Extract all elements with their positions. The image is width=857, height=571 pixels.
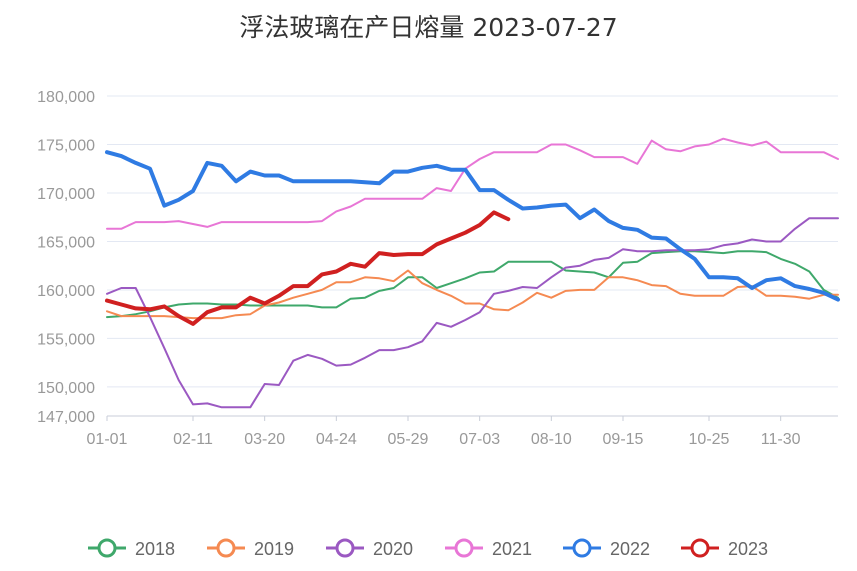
legend-circle-marker <box>216 538 236 558</box>
y-tick-label: 147,000 <box>37 409 95 426</box>
series-line-2018 <box>106 250 839 319</box>
series-line-2021 <box>106 137 839 230</box>
y-tick-label: 165,000 <box>37 234 95 251</box>
legend-label: 2022 <box>610 539 650 559</box>
series-line-2022 <box>105 150 840 302</box>
grid <box>107 95 838 417</box>
x-tick-label: 02-11 <box>173 431 213 448</box>
legend-item-2020[interactable]: 2020 <box>326 538 413 559</box>
x-tick-label: 07-03 <box>459 431 500 448</box>
y-axis: 180,000 175,000 170,000 165,000 160,000 155,0… <box>37 89 95 426</box>
legend-label: 2023 <box>728 539 768 559</box>
x-tick-label: 09-15 <box>603 431 644 448</box>
legend-item-2018[interactable]: 2018 <box>88 538 175 559</box>
legend-item-2022[interactable]: 2022 <box>563 538 650 559</box>
x-tick-label: 04-24 <box>316 431 357 448</box>
y-tick-label: 160,000 <box>37 283 95 300</box>
x-tick-label: 08-10 <box>531 431 572 448</box>
legend-item-2023[interactable]: 2023 <box>681 538 768 559</box>
legend-circle-marker <box>454 538 474 558</box>
series-line-2020 <box>106 217 839 409</box>
x-tick-label: 03-20 <box>244 431 285 448</box>
legend-label: 2018 <box>135 539 175 559</box>
series-line-2019 <box>106 269 839 320</box>
legend[interactable]: 2018 2019 2020 2021 2022 2023 <box>88 538 768 559</box>
legend-item-2019[interactable]: 2019 <box>207 538 294 559</box>
legend-item-2021[interactable]: 2021 <box>445 538 532 559</box>
legend-circle-marker <box>335 538 355 558</box>
legend-circle-marker <box>572 538 592 558</box>
series-line-2023 <box>105 210 511 326</box>
legend-label: 2021 <box>492 539 532 559</box>
x-tick-label: 11-30 <box>761 431 801 448</box>
y-tick-label: 170,000 <box>37 186 95 203</box>
y-tick-label: 180,000 <box>37 89 95 106</box>
y-tick-label: 155,000 <box>37 331 95 348</box>
x-tick-label: 01-01 <box>87 431 128 448</box>
series-lines <box>105 137 840 409</box>
chart-title: 浮法玻璃在产日熔量 2023-07-27 <box>239 13 618 42</box>
y-tick-label: 175,000 <box>37 137 95 154</box>
legend-label: 2019 <box>254 539 294 559</box>
legend-circle-marker <box>97 538 117 558</box>
x-axis: 01-01 02-11 03-20 04-24 05-29 07-03 08-10 09-15… <box>87 415 838 448</box>
y-tick-label: 150,000 <box>37 380 95 397</box>
x-tick-label: 10-25 <box>689 431 730 448</box>
legend-label: 2020 <box>373 539 413 559</box>
legend-circle-marker <box>690 538 710 558</box>
x-tick-label: 05-29 <box>388 431 429 448</box>
